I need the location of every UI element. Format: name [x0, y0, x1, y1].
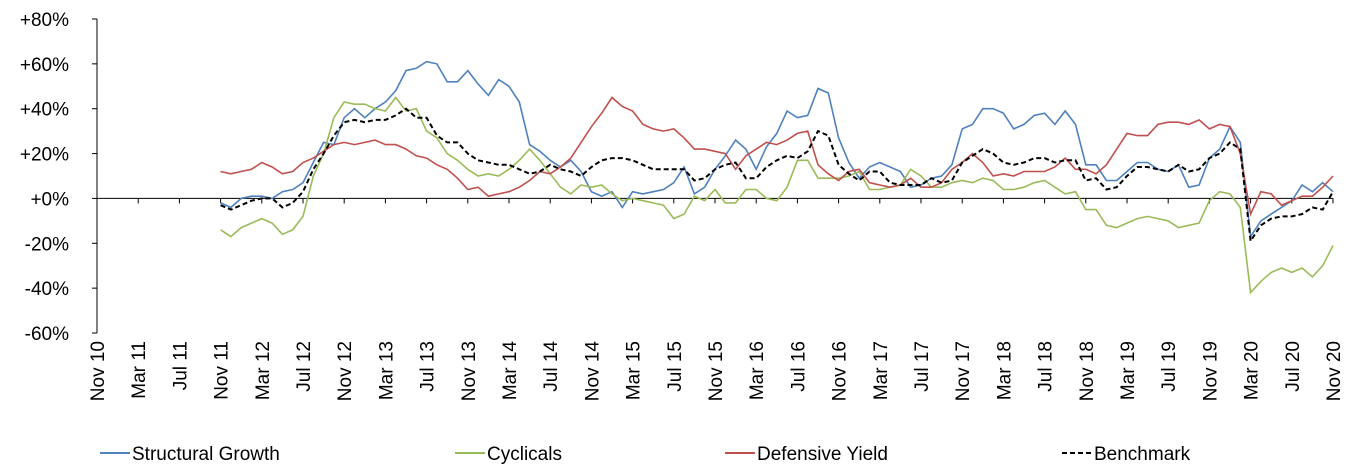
x-tick-label: Mar 16 — [747, 341, 768, 400]
x-tick-label: Jul 12 — [294, 341, 315, 392]
x-tick-label: Jul 11 — [170, 341, 191, 390]
x-tick-label: Jul 20 — [1283, 341, 1304, 392]
x-tick-label: Nov 19 — [1200, 341, 1221, 401]
x-tick-label: Mar 19 — [1118, 341, 1139, 400]
x-tick-label: Jul 17 — [912, 341, 933, 392]
series-line — [220, 96, 1334, 295]
x-tick-label: Jul 19 — [1159, 341, 1180, 392]
x-tick-label: Nov 14 — [582, 341, 603, 402]
x-tick-label: Jul 18 — [1036, 341, 1057, 392]
x-tick-label: Jul 14 — [541, 341, 562, 392]
series-line — [220, 107, 1334, 244]
x-tick-label: Nov 18 — [1077, 341, 1098, 401]
x-tick-label: Mar 11 — [129, 341, 150, 399]
series-line — [220, 96, 1334, 217]
x-tick-label: Mar 15 — [624, 341, 645, 400]
x-tick-label: Nov 20 — [1324, 341, 1345, 401]
x-tick-label: Mar 14 — [500, 341, 521, 401]
series-line — [220, 60, 1334, 239]
legend-label: Benchmark — [1094, 444, 1191, 465]
y-tick-label: +80% — [20, 10, 69, 31]
x-tick-label: Mar 13 — [376, 341, 397, 400]
x-tick-label: Jul 13 — [418, 341, 439, 392]
y-tick-label: -20% — [25, 234, 69, 255]
x-tick-label: Mar 12 — [253, 341, 274, 400]
legend-label: Defensive Yield — [757, 444, 888, 465]
y-tick-label: +0% — [30, 189, 69, 210]
x-tick-label: Nov 13 — [459, 341, 480, 401]
x-tick-label: Jul 15 — [665, 341, 686, 392]
x-tick-label: Nov 16 — [830, 341, 851, 401]
x-tick-label: Jul 16 — [788, 341, 809, 392]
y-tick-label: +20% — [20, 145, 69, 166]
x-tick-label: Nov 15 — [706, 341, 727, 401]
x-tick-label: Mar 17 — [871, 341, 892, 400]
x-tick-label: Mar 18 — [994, 341, 1015, 400]
x-tick-label: Nov 12 — [335, 341, 356, 401]
legend-label: Structural Growth — [132, 444, 280, 465]
x-tick-label: Nov 10 — [88, 341, 109, 401]
y-tick-label: -60% — [25, 324, 69, 345]
x-tick-label: Mar 20 — [1242, 341, 1263, 400]
legend-label: Cyclicals — [487, 444, 562, 465]
y-tick-label: +60% — [20, 55, 69, 76]
x-tick-label: Nov 17 — [953, 341, 974, 401]
x-tick-label: Nov 11 — [212, 341, 233, 400]
y-tick-label: -40% — [25, 279, 69, 300]
y-tick-label: +40% — [20, 100, 69, 121]
